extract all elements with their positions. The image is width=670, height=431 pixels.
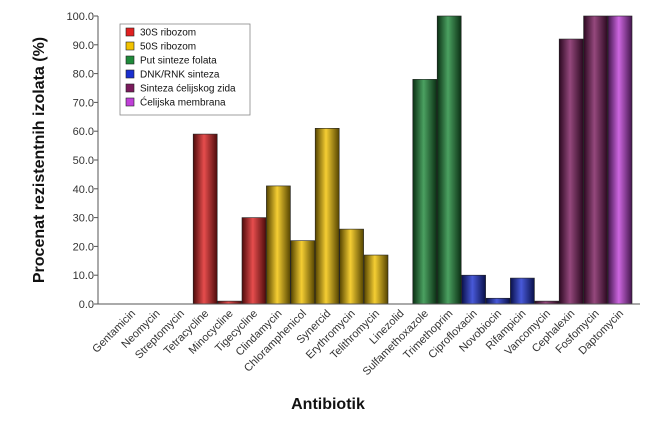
bar-ciprofloxacin xyxy=(461,274,486,305)
y-tick-label: 20.0 xyxy=(73,241,94,253)
x-ticks-group: GentamicinNeomycinStreptomycinTetracycli… xyxy=(90,308,626,378)
legend-swatch xyxy=(125,41,135,51)
legend-entry-label: Ćelijska membrana xyxy=(140,96,226,109)
bar-tigecycline xyxy=(241,217,267,305)
bar-cephalexin xyxy=(558,38,584,305)
legend-swatch xyxy=(125,27,135,37)
legend-swatch xyxy=(125,55,135,65)
legend-swatch xyxy=(125,97,135,107)
bar-erythromycin xyxy=(339,228,364,305)
y-tick-label: 100.0 xyxy=(66,11,94,23)
legend: 30S ribozom 50S ribozom Put sinteze folata… xyxy=(119,23,251,116)
legend-entry-label: 30S ribozom xyxy=(140,28,196,39)
y-tick-label: 40.0 xyxy=(73,184,94,196)
legend-entry-label: 50S ribozom xyxy=(140,42,196,53)
bar-trimethoprim xyxy=(436,15,462,305)
legend-swatch xyxy=(125,83,135,93)
legend-entry-label: Sinteza ćelijskog zida xyxy=(140,84,236,95)
y-tick-label: 80.0 xyxy=(73,69,94,81)
bar-telithromycin xyxy=(363,254,389,305)
bar-daptomycin xyxy=(607,15,633,305)
bars-group xyxy=(192,15,633,305)
y-ticks-group: 0.0 10.0 20.0 30.0 40.0 50.0 60.0 70.0 80.0 90.0 1… xyxy=(66,11,98,311)
y-tick-label: 60.0 xyxy=(73,126,94,138)
bar-fosfomycin xyxy=(583,15,608,305)
y-tick-label: 70.0 xyxy=(73,97,94,109)
legend-entry-label: DNK/RNK sinteza xyxy=(140,70,220,81)
bar-sulfamethoxazole xyxy=(412,79,438,305)
bar-novobiocin xyxy=(485,297,511,305)
y-tick-label: 0.0 xyxy=(79,299,94,311)
y-tick-label: 50.0 xyxy=(73,155,94,167)
y-tick-label: 10.0 xyxy=(73,270,94,282)
y-tick-label: 90.0 xyxy=(73,40,94,52)
bar-clindamycin xyxy=(266,185,291,305)
legend-swatch xyxy=(125,69,135,79)
bar-rifampicin xyxy=(510,277,535,305)
bar-chloramphenicol xyxy=(290,240,316,305)
legend-entry-label: Put sinteze folata xyxy=(140,56,217,67)
y-axis-label: Procenat rezistentnih izolata (%) xyxy=(31,37,48,283)
bar-synercid xyxy=(314,128,340,305)
x-axis-label: Antibiotik xyxy=(291,396,365,413)
y-tick-label: 30.0 xyxy=(73,213,94,225)
bar-tetracycline xyxy=(192,133,218,305)
